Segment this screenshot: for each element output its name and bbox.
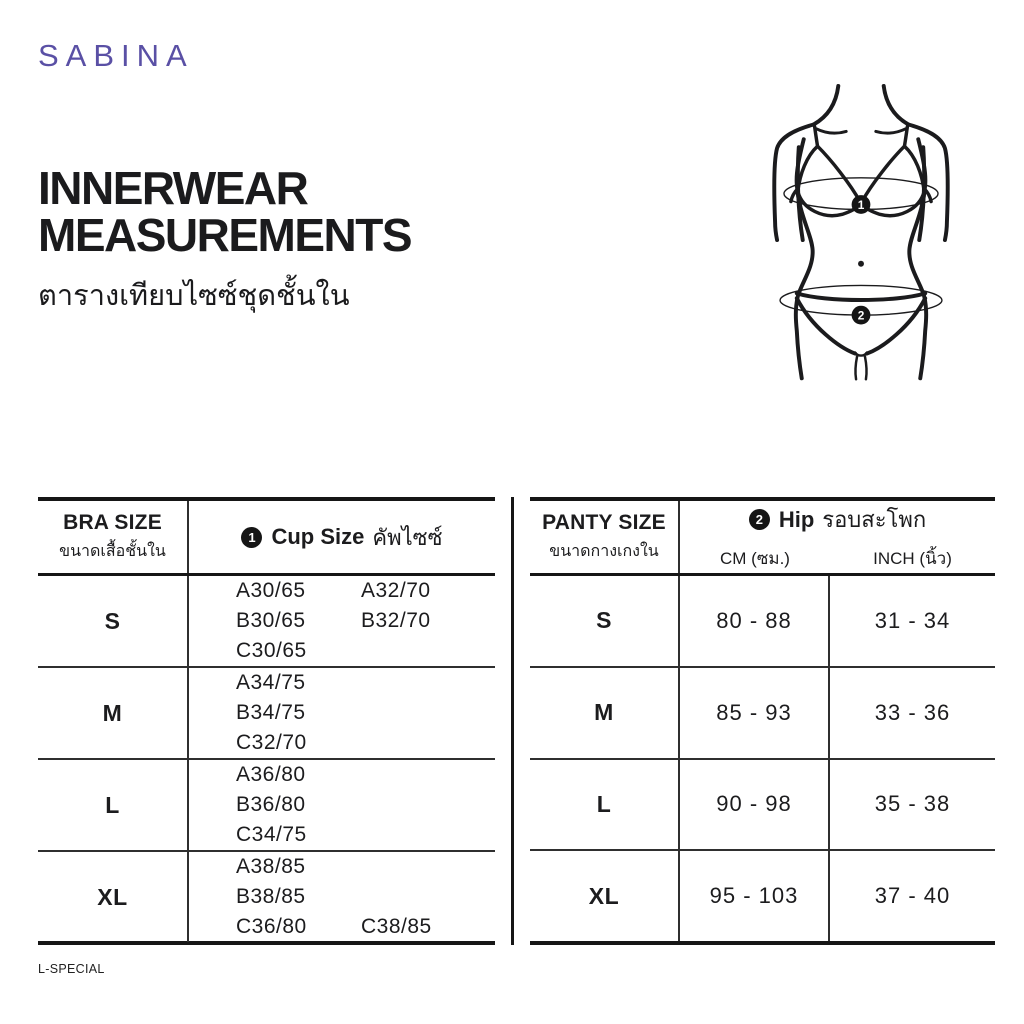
panty-size-s-label: S [596, 607, 612, 634]
hip-marker-circle [851, 305, 871, 325]
torso-left-outline [793, 137, 815, 381]
torso-right-outline [907, 137, 929, 381]
bra-size-m-values: A34/75 B34/75 C32/70 [189, 668, 495, 758]
page-subtitle-thai: ตารางเทียบไซซ์ชุดชั้นใน [38, 280, 350, 312]
panty-size-table: PANTY SIZE ขนาดกางเกงใน 2 Hip รอบสะโพก C… [530, 497, 995, 945]
bra-size-header-cell: BRA SIZE ขนาดเสื้อชั้นใน [38, 501, 189, 573]
hip-marker-badge: 2 [748, 509, 770, 530]
bra-table-row-l: L A36/80 B36/80 C34/75 [38, 758, 495, 850]
cup-size-marker-badge: 1 [241, 526, 263, 548]
cup-value: C36/80 [236, 915, 307, 938]
bust-marker-number: 1 [858, 198, 865, 212]
brand-logo: SABINA [38, 38, 194, 73]
panty-size-header-cell: PANTY SIZE ขนาดกางเกงใน [530, 501, 680, 573]
bra-size-l-values: A36/80 B36/80 C34/75 [189, 760, 495, 850]
panty-waistband [794, 291, 928, 302]
bra-table-row-xl: XL A38/85 B38/85 C36/80 C38/85 [38, 850, 495, 942]
cup-size-title: Cup Size [271, 524, 365, 549]
cup-value: C38/85 [361, 915, 432, 938]
cup-value: A38/85 [236, 855, 306, 878]
measurement-figure: 1 2 [751, 84, 971, 400]
panty-gusset [853, 351, 869, 381]
cup-value: C30/65 [236, 639, 307, 662]
cup-value: B30/65 [236, 609, 306, 632]
panty-table-row-m: M 85 - 93 33 - 36 [530, 665, 995, 758]
bra-table-row-s: S A30/65 A32/70 B30/65 B32/70 C30/65 [38, 576, 495, 666]
neck-left-line [811, 84, 841, 127]
arm-right-outline [906, 122, 950, 242]
bra-table-header: BRA SIZE ขนาดเสื้อชั้นใน 1 Cup Size คัพไ… [38, 501, 495, 576]
bra-size-xl-values: A38/85 B38/85 C36/80 C38/85 [189, 852, 495, 942]
hip-title: Hip [778, 506, 815, 532]
panty-table-row-xl: XL 95 - 103 37 - 40 [530, 849, 995, 941]
bra-size-table: BRA SIZE ขนาดเสื้อชั้นใน 1 Cup Size คัพไ… [38, 497, 495, 945]
collarbone-left [814, 126, 848, 135]
cup-value: A30/65 [236, 579, 306, 602]
cup-size-title-thai: คัพไซซ์ [372, 524, 443, 550]
bra-size-xl-label: XL [97, 883, 128, 910]
panty-size-l-label: L [596, 790, 612, 817]
footer-product-code: L-SPECIAL [38, 962, 105, 976]
panty-size-xl-label: XL [588, 882, 620, 909]
cup-value: A32/70 [361, 579, 431, 602]
navel-dot [858, 260, 864, 267]
hip-cm-value: 90 - 98 [680, 759, 830, 850]
panty-size-subtitle-thai: ขนาดกางเกงใน [549, 542, 659, 560]
hip-inch-value: 35 - 38 [874, 791, 951, 817]
hip-inch-value: 31 - 34 [874, 607, 951, 633]
bra-size-s-label: S [104, 607, 121, 634]
page-title-line2: MEASUREMENTS [38, 209, 413, 261]
cup-value: C32/70 [236, 731, 307, 754]
page-title-line1: INNERWEAR [38, 162, 309, 214]
hip-title-thai: รอบสะโพก [822, 507, 927, 532]
cup-value: A36/80 [236, 763, 306, 786]
cup-size-header-cell: 1 Cup Size คัพไซซ์ [189, 501, 495, 573]
hip-cm-value: 80 - 88 [680, 576, 830, 666]
panty-size-title: PANTY SIZE [542, 510, 666, 534]
panty-table-row-s: S 80 - 88 31 - 34 [530, 576, 995, 666]
bra-size-m-label: M [102, 699, 123, 726]
hip-inch-value: 33 - 36 [874, 699, 951, 725]
hip-cm-value: 85 - 93 [680, 667, 830, 758]
panty-table-header: PANTY SIZE ขนาดกางเกงใน 2 Hip รอบสะโพก C… [530, 501, 995, 576]
hip-inch-value: 37 - 40 [874, 883, 951, 909]
page-title: INNERWEAR MEASUREMENTS [38, 162, 413, 261]
inch-column-header: INCH (นิ้ว) [873, 549, 952, 568]
panty-leg-right [864, 296, 928, 356]
bra-size-title: BRA SIZE [63, 510, 162, 534]
bra-table-row-m: M A34/75 B34/75 C32/70 [38, 666, 495, 758]
panty-size-m-label: M [594, 699, 614, 726]
table-divider-line [511, 497, 514, 945]
arm-left-outline [772, 122, 816, 242]
panty-leg-left [794, 296, 858, 356]
cm-column-header: CM (ซม.) [720, 549, 790, 568]
cup-value: B36/80 [236, 793, 306, 816]
torso-line-art: 1 2 [772, 84, 950, 381]
cup-value: B38/85 [236, 885, 306, 908]
hip-marker-number: 2 [858, 309, 865, 323]
cup-value: A34/75 [236, 671, 306, 694]
cup-value: B34/75 [236, 701, 306, 724]
panty-table-row-l: L 90 - 98 35 - 38 [530, 757, 995, 850]
cup-value: C34/75 [236, 823, 307, 846]
neck-right-line [881, 84, 911, 127]
bust-marker-circle [851, 195, 871, 214]
bra-size-subtitle-thai: ขนาดเสื้อชั้นใน [59, 542, 166, 560]
bra-size-l-label: L [105, 791, 120, 818]
bra-size-s-values: A30/65 A32/70 B30/65 B32/70 C30/65 [189, 576, 495, 666]
collarbone-right [874, 126, 908, 135]
hip-cm-value: 95 - 103 [680, 851, 830, 941]
cup-value: B32/70 [361, 609, 431, 632]
hip-header-cell: 2 Hip รอบสะโพก CM (ซม.) INCH (นิ้ว) [680, 501, 995, 573]
